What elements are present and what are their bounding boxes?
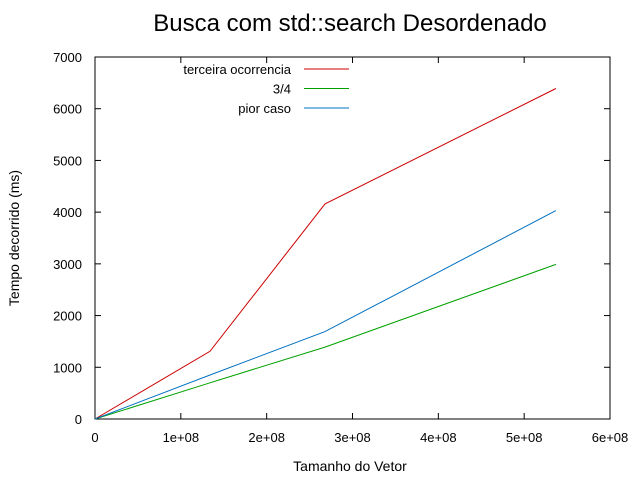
series-line-2 xyxy=(94,263,557,420)
chart-title: Busca com std::search Desordenado xyxy=(153,10,547,37)
y-tick-label: 4000 xyxy=(53,205,82,220)
x-tick-label: 2e+08 xyxy=(248,430,285,445)
series-line-3 xyxy=(94,210,557,420)
legend-label-3: pior caso xyxy=(238,101,291,116)
axis-ticks: 0 1e+08 2e+08 3e+08 4e+08 5e+08 6e+08 0 1000 2000… xyxy=(53,50,628,445)
plot-frame xyxy=(94,56,611,420)
series-line-1 xyxy=(94,88,557,420)
x-axis-label: Tamanho do Vetor xyxy=(293,458,407,474)
legend-label-2: 3/4 xyxy=(273,82,291,97)
x-tick-label: 4e+08 xyxy=(420,430,457,445)
y-tick-label: 1000 xyxy=(53,360,82,375)
legend-label-1: terceira ocorrencia xyxy=(183,62,291,77)
y-tick-label: 3000 xyxy=(53,257,82,272)
x-tick-label: 1e+08 xyxy=(163,430,200,445)
x-tick-label: 0 xyxy=(91,430,98,445)
y-tick-label: 0 xyxy=(75,412,82,427)
x-tick-label: 5e+08 xyxy=(506,430,543,445)
series-lines xyxy=(94,88,557,420)
x-tick-label: 3e+08 xyxy=(334,430,371,445)
x-tick-label: 6e+08 xyxy=(592,430,629,445)
y-axis-label: Tempo decorrido (ms) xyxy=(6,170,22,306)
y-tick-label: 5000 xyxy=(53,153,82,168)
y-tick-label: 6000 xyxy=(53,102,82,117)
legend: terceira ocorrencia 3/4 pior caso xyxy=(183,62,349,116)
y-tick-label: 7000 xyxy=(53,50,82,65)
y-tick-label: 2000 xyxy=(53,309,82,324)
